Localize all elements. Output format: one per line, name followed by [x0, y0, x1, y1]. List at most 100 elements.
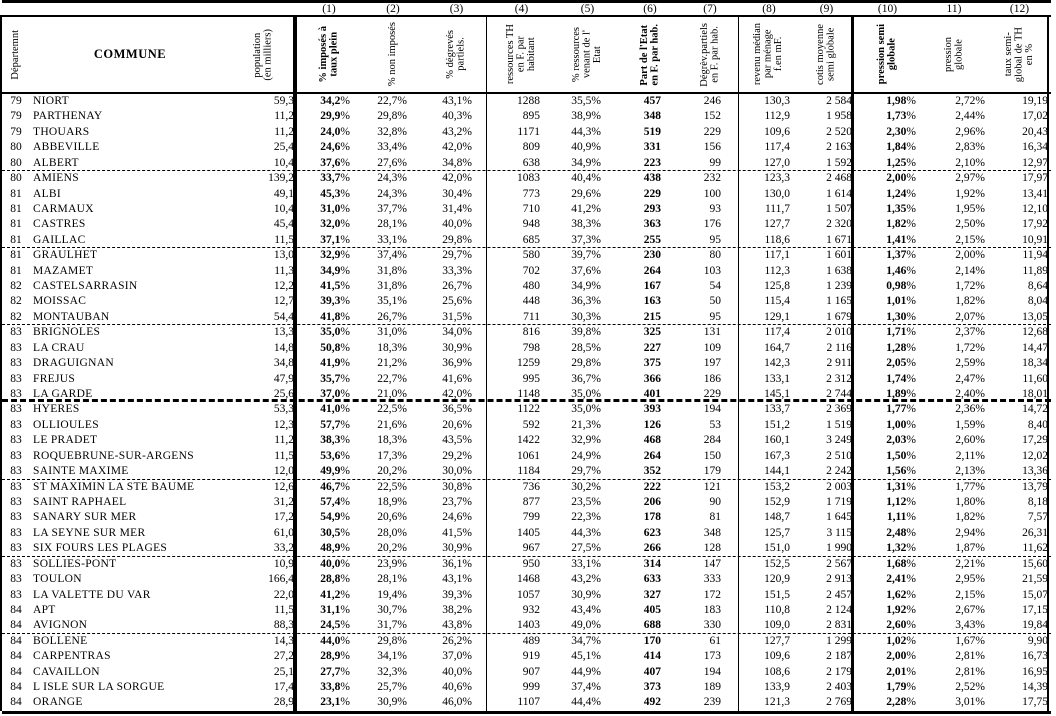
cell-col11: 2,15% [955, 588, 985, 601]
cell-col3: 40,6% [442, 681, 472, 694]
cell-col4: 480 [522, 280, 540, 293]
cell-col8: 160,1 [764, 434, 790, 447]
cell-col6: 255 [643, 233, 661, 246]
cell-col8: 153,2 [764, 480, 790, 493]
cell-col8: 121,3 [764, 696, 790, 709]
cell-col10: 1,30% [886, 310, 916, 323]
header-col1-pct-imposes-taux-plein: % imposés à taux plein [317, 26, 340, 83]
cell-col5: 35,0% [571, 403, 601, 416]
cell-col3: 34,0% [442, 326, 472, 339]
cell-commune: SOLLIES-PONT [33, 557, 117, 570]
cell-col4: 1122 [517, 403, 540, 416]
cell-col4: 711 [523, 310, 540, 323]
cell-col9: 2 242 [826, 465, 852, 478]
cell-departement: 82 [10, 295, 22, 308]
header-col5-pct-ressources-etat: % ressources venant de l' Etat [570, 26, 603, 83]
table-row: 83 SOLLIES-PONT 10,9 40,0% 23,9% 36,1% 950 33,1… [2, 557, 1051, 572]
cell-col3: 33,3% [442, 264, 472, 277]
cell-col2: 24,3% [377, 187, 407, 200]
cell-col9: 2 831 [826, 619, 852, 632]
cell-col10: 1,41% [886, 233, 916, 246]
cell-col10: 1,77% [886, 403, 916, 416]
table-row: 83 TOULON 166,4 28,8% 28,1% 43,1% 1468 43,2% 633… [2, 572, 1051, 587]
cell-col5: 29,7% [571, 465, 601, 478]
cell-col2: 18,3% [377, 341, 407, 354]
cell-population: 25,1 [273, 665, 294, 678]
cell-col1: 48,9% [320, 542, 350, 555]
cell-col10: 1,25% [886, 156, 916, 169]
cell-col9: 2 403 [826, 681, 852, 694]
vertical-rule-after-col9 [851, 15, 854, 711]
cell-col4: 1107 [517, 696, 540, 709]
table-row: 81 MAZAMET 11,3 34,9% 31,8% 33,3% 702 37,6% 264 1… [2, 264, 1051, 279]
cell-col3: 24,6% [442, 511, 472, 524]
cell-col7: 53 [709, 418, 722, 431]
cell-departement: 83 [10, 357, 22, 370]
cell-col1: 32,0% [320, 218, 350, 231]
cell-col10: 1,12% [886, 495, 916, 508]
table-row: 84 CARPENTRAS 27,2 28,9% 34,1% 37,0% 919 45,1% 4… [2, 649, 1051, 664]
cell-col4: 1171 [517, 125, 540, 138]
cell-col11: 2,81% [955, 665, 985, 678]
cell-col7: 232 [703, 172, 721, 185]
cell-col8: 125,8 [764, 280, 790, 293]
column-number-4: (4) [514, 3, 529, 15]
cell-col8: 164,7 [764, 341, 790, 354]
table-bottom-border [2, 710, 1051, 714]
cell-col10: 1,28% [886, 341, 916, 354]
cell-col4: 1061 [517, 449, 540, 462]
cell-col12: 8,40 [1027, 418, 1048, 431]
cell-col1: 34,9% [320, 264, 350, 277]
cell-col1: 35,7% [320, 372, 350, 385]
cell-col6: 407 [643, 665, 661, 678]
cell-col8: 129,1 [764, 310, 790, 323]
cell-col12: 13,36 [1022, 465, 1048, 478]
header-col12-taux-semi-global: taux semi- global de TH en % [1002, 26, 1035, 83]
cell-col7: 284 [703, 434, 721, 447]
cell-col2: 32,8% [377, 125, 407, 138]
cell-commune: GAILLAC [33, 233, 86, 246]
table-row: 79 PARTHENAY 11,2 29,9% 29,8% 40,3% 895 38,9% 34… [2, 109, 1051, 124]
cell-col8: 142,3 [764, 357, 790, 370]
cell-col4: 710 [522, 202, 540, 215]
cell-col7: 95 [709, 233, 722, 246]
header-col4-ressources-th: ressources TH en F. par habitant [504, 24, 537, 85]
cell-departement: 84 [10, 650, 22, 663]
cell-col4: 809 [522, 141, 540, 154]
cell-col12: 14,39 [1022, 681, 1048, 694]
cell-col10: 1,73% [886, 110, 916, 123]
cell-col12: 14,72 [1022, 403, 1048, 416]
cell-col6: 206 [643, 495, 661, 508]
cell-col8: 145,1 [764, 388, 790, 401]
cell-col3: 23,7% [442, 495, 472, 508]
cell-population: 12,7 [273, 295, 294, 308]
cell-col6: 215 [643, 310, 661, 323]
table-row: 84 ORANGE 28,9 23,1% 30,9% 46,0% 1107 44,4% 492 2… [2, 695, 1051, 710]
cell-col3: 26,2% [442, 634, 472, 647]
cell-departement: 84 [10, 696, 22, 709]
cell-col3: 26,7% [442, 280, 472, 293]
cell-population: 11,2 [274, 125, 294, 138]
cell-col11: 2,50% [955, 218, 985, 231]
cell-commune: ABBEVILLE [33, 141, 100, 154]
cell-col8: 152,9 [764, 495, 790, 508]
cell-departement: 79 [10, 110, 22, 123]
cell-col1: 38,3% [320, 434, 350, 447]
cell-population: 25,6 [273, 388, 294, 401]
header-row: Départemnt COMMUNE population (en millie… [2, 15, 1051, 94]
cell-col2: 22,7% [377, 95, 407, 107]
cell-col10: 1,92% [886, 603, 916, 616]
cell-col6: 170 [643, 634, 661, 647]
cell-commune: SANARY SUR MER [33, 511, 137, 524]
cell-col11: 2,97% [955, 172, 985, 185]
cell-departement: 83 [10, 418, 22, 431]
cell-col2: 33,1% [377, 233, 407, 246]
table-row: 83 HYERES 53,3 41,0% 22,5% 36,5% 1122 35,0% 393 1… [2, 402, 1051, 417]
cell-col8: 148,7 [764, 511, 790, 524]
cell-commune: ALBI [33, 187, 62, 200]
cell-col9: 2 124 [826, 603, 852, 616]
cell-col11: 2,15% [955, 233, 985, 246]
cell-col1: 30,5% [320, 526, 350, 539]
cell-col4: 1083 [517, 172, 540, 185]
cell-commune: LA GARDE [33, 388, 93, 401]
